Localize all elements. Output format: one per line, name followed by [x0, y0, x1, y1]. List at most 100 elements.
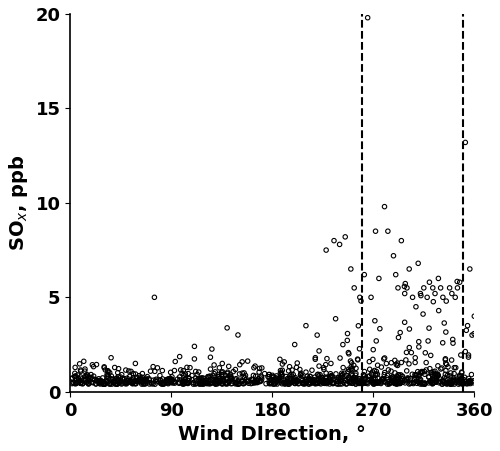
Point [442, 371, 450, 378]
Point [372, 228, 380, 235]
Point [204, 373, 212, 380]
Point [370, 367, 378, 374]
Point [380, 354, 388, 362]
Point [350, 376, 358, 383]
Point [360, 379, 368, 387]
Point [361, 379, 369, 387]
Point [232, 379, 240, 387]
Point [100, 379, 108, 387]
Point [202, 380, 210, 387]
Point [72, 379, 80, 387]
Point [184, 370, 192, 377]
Point [442, 356, 450, 364]
Point [405, 360, 413, 368]
Point [404, 375, 412, 382]
Point [216, 379, 224, 387]
Point [100, 364, 108, 372]
Point [218, 379, 226, 387]
Point [357, 380, 365, 387]
Point [152, 376, 160, 383]
Point [418, 368, 426, 375]
Point [462, 139, 469, 146]
Point [239, 377, 247, 385]
Point [299, 379, 307, 386]
Point [418, 380, 426, 387]
Point [412, 372, 420, 379]
Point [84, 373, 92, 381]
Point [98, 378, 106, 385]
Point [350, 377, 358, 385]
Point [450, 381, 458, 388]
Point [290, 341, 298, 348]
Point [130, 370, 138, 377]
Point [370, 381, 378, 388]
Point [248, 376, 256, 383]
Point [302, 376, 310, 383]
Point [322, 247, 330, 254]
Point [292, 379, 300, 386]
Point [430, 374, 438, 381]
Point [281, 379, 289, 387]
Point [438, 364, 446, 372]
Point [284, 381, 292, 388]
Point [436, 378, 444, 385]
Point [206, 377, 214, 384]
Point [258, 375, 266, 382]
Point [278, 367, 286, 374]
Point [132, 360, 140, 367]
Point [100, 381, 108, 388]
Point [158, 367, 166, 374]
Point [181, 376, 189, 383]
Point [346, 378, 354, 386]
Point [343, 376, 351, 383]
Point [128, 378, 136, 385]
Point [130, 378, 138, 385]
Point [332, 378, 340, 385]
Point [296, 366, 304, 373]
Point [213, 380, 221, 387]
Point [132, 378, 140, 385]
Point [104, 368, 112, 375]
Point [322, 375, 330, 382]
Point [123, 379, 131, 386]
Point [257, 373, 265, 380]
Point [214, 373, 222, 380]
Point [234, 377, 242, 384]
Point [406, 344, 413, 351]
Point [287, 371, 295, 378]
Point [254, 375, 262, 382]
Point [328, 379, 336, 387]
Point [113, 381, 121, 388]
Point [432, 371, 440, 378]
Point [206, 380, 214, 387]
Point [180, 372, 188, 379]
Point [368, 371, 376, 378]
Point [366, 373, 374, 380]
Point [283, 380, 291, 387]
Point [348, 375, 356, 382]
Point [301, 380, 309, 387]
Point [196, 375, 203, 382]
Point [227, 380, 235, 387]
Point [338, 370, 345, 377]
Point [446, 381, 454, 388]
Point [104, 367, 112, 374]
Point [102, 379, 110, 386]
Point [415, 343, 423, 350]
Point [138, 381, 145, 388]
Point [464, 380, 472, 387]
Point [218, 381, 226, 388]
Point [272, 374, 280, 382]
Point [420, 381, 428, 388]
Point [244, 377, 252, 384]
Point [290, 377, 298, 384]
Point [394, 284, 402, 291]
Point [332, 370, 340, 377]
Point [216, 377, 224, 384]
Point [257, 377, 265, 385]
Point [166, 378, 174, 385]
Point [291, 380, 299, 387]
Point [464, 375, 472, 382]
Point [340, 377, 348, 384]
Point [374, 375, 382, 382]
